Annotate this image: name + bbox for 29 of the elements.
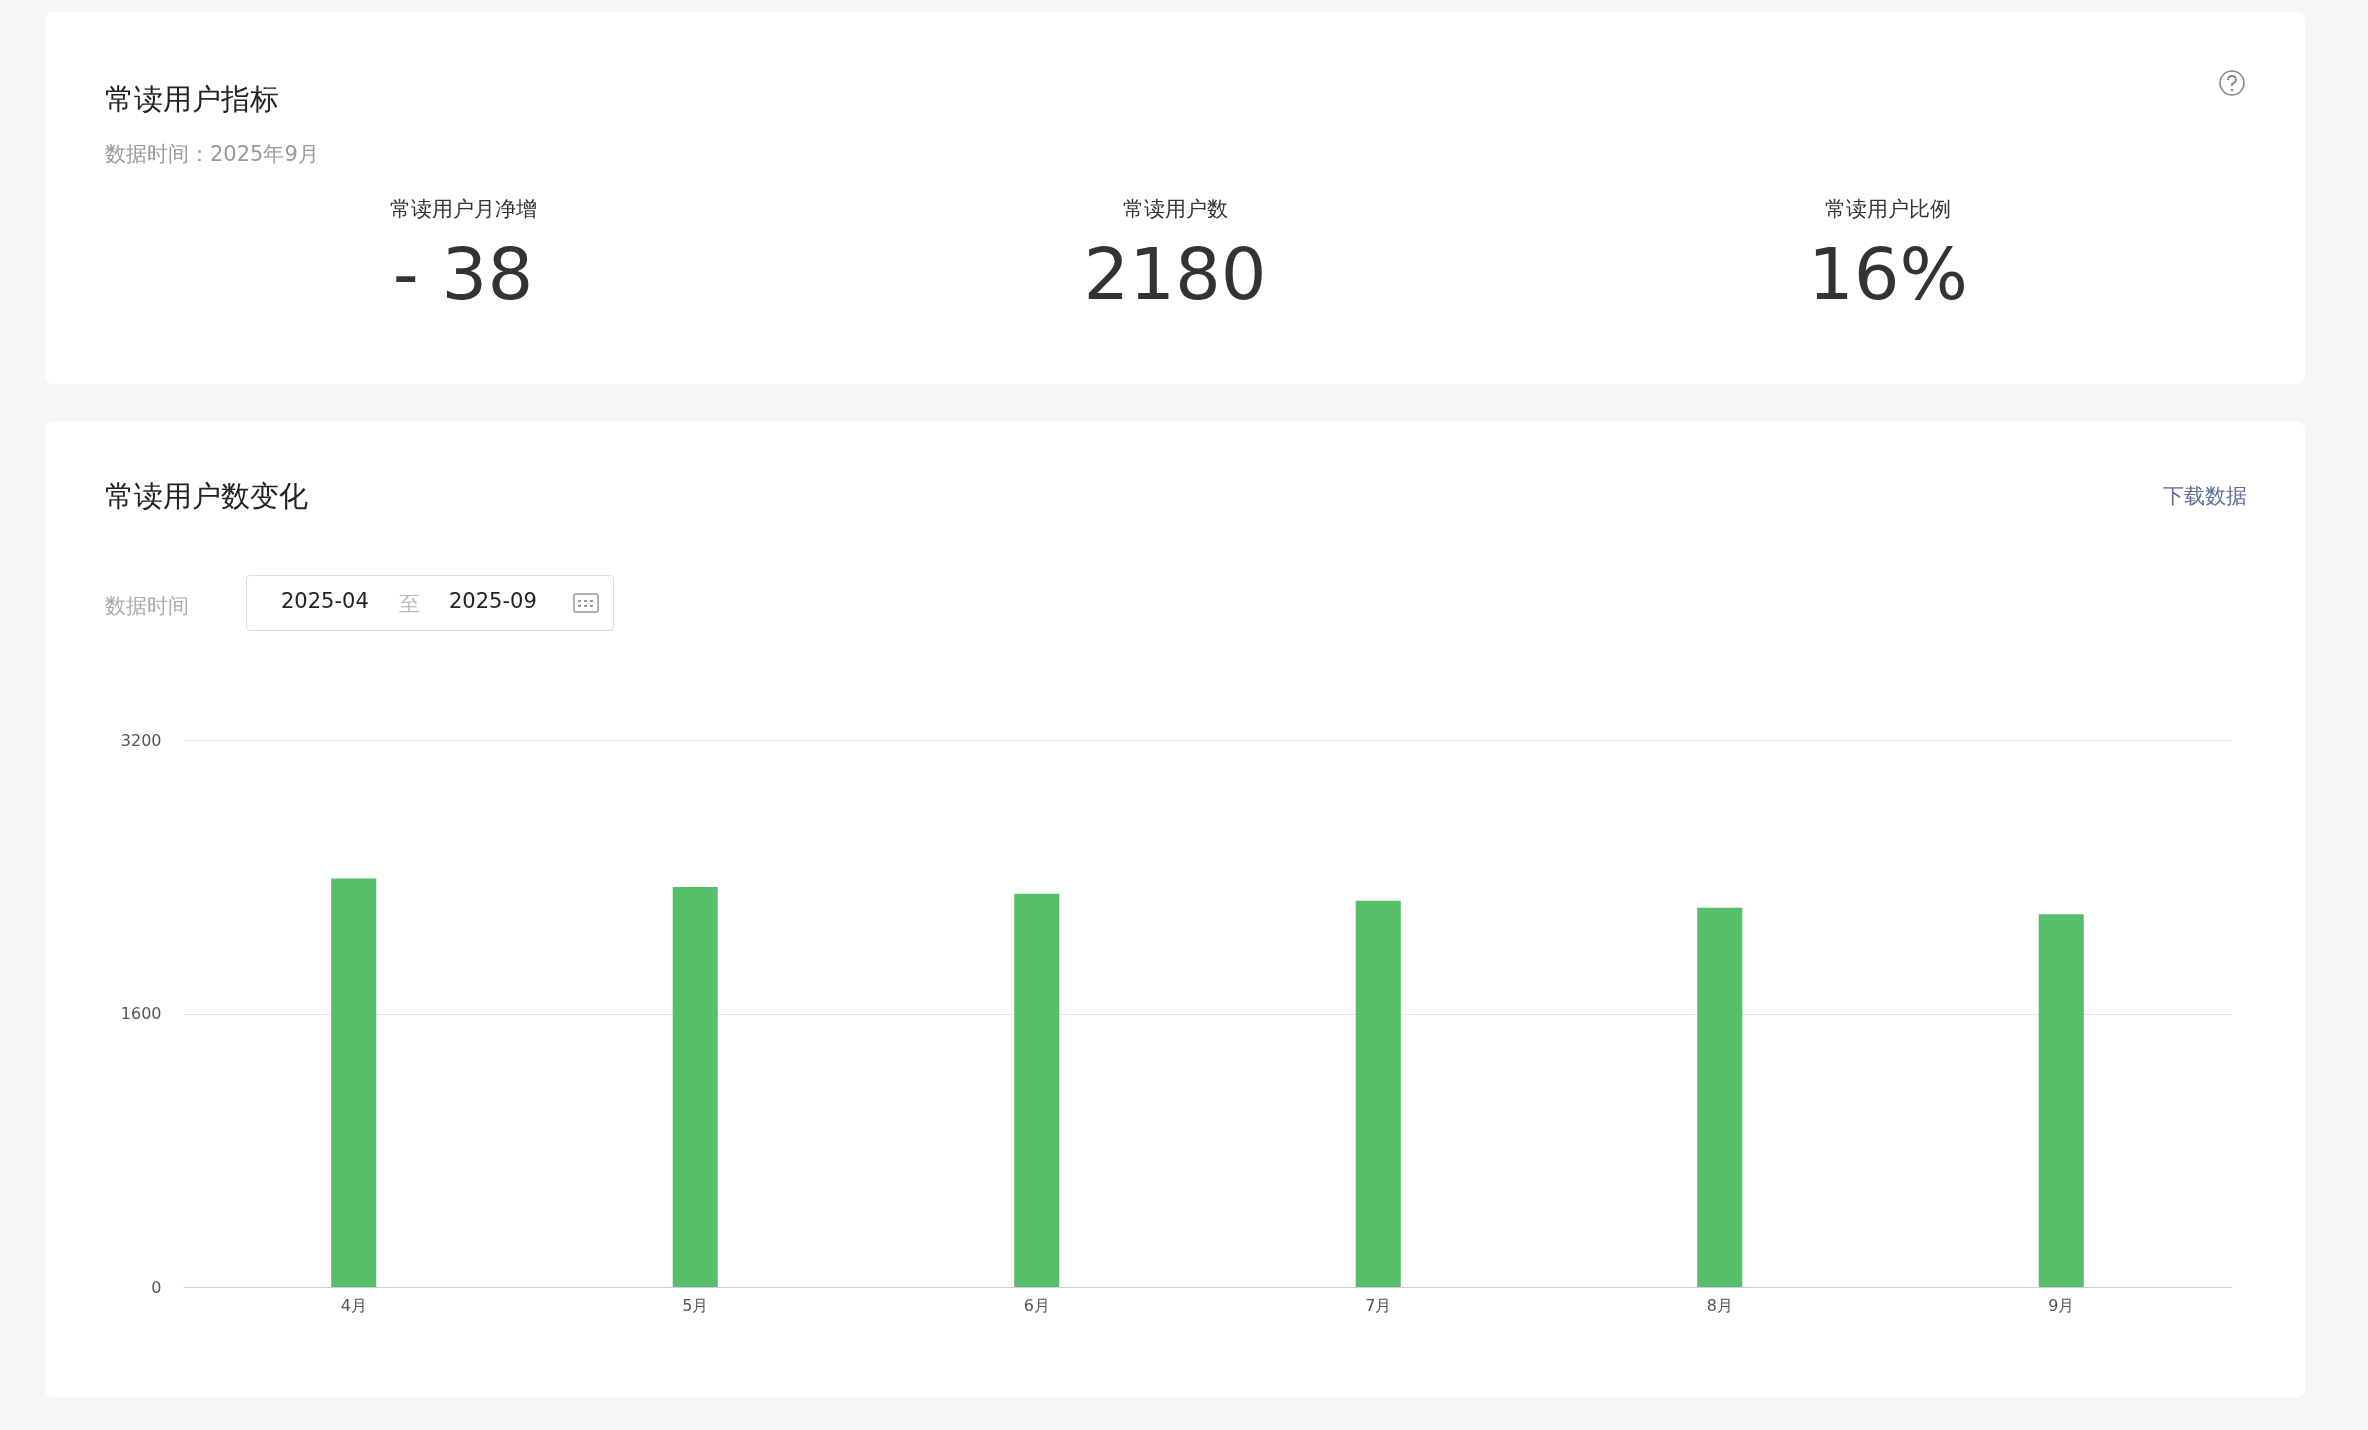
text: 2025-04 xyxy=(281,589,369,613)
bar xyxy=(331,878,377,1287)
x-tick-label: 4月 xyxy=(340,1295,367,1315)
text: 2025-09 xyxy=(449,589,537,613)
text: 2180 xyxy=(1082,232,1268,316)
text: 数据时间 xyxy=(105,593,189,620)
text: 数据时间：2025年9月 xyxy=(105,141,319,168)
bar xyxy=(672,887,718,1287)
bar xyxy=(2038,914,2084,1287)
text: 常读用户月净增 xyxy=(388,196,538,223)
x-tick-label: 6月 xyxy=(1023,1295,1050,1315)
bar xyxy=(1355,900,1401,1287)
text: 常读用户比例 xyxy=(1824,196,1952,223)
x-tick-label: 5月 xyxy=(682,1295,709,1315)
y-tick-label: 0 xyxy=(151,1277,162,1297)
x-tick-label: 9月 xyxy=(2048,1295,2075,1315)
x-tick-label: 8月 xyxy=(1706,1295,1733,1315)
bar xyxy=(1697,907,1743,1287)
text: 至 xyxy=(399,591,420,618)
bar xyxy=(1014,893,1060,1287)
text: - 38 xyxy=(391,232,535,316)
y-tick-label: 1600 xyxy=(120,1004,162,1023)
x-tick-label: 7月 xyxy=(1365,1295,1392,1315)
text: 16% xyxy=(1807,232,1969,316)
text: 常读用户数 xyxy=(1121,196,1229,223)
text: 下载数据 xyxy=(2163,483,2247,510)
text: 常读用户指标 xyxy=(105,81,279,118)
y-tick-label: 3200 xyxy=(120,730,162,750)
chart-title: 常读用户数变化 xyxy=(105,478,308,515)
